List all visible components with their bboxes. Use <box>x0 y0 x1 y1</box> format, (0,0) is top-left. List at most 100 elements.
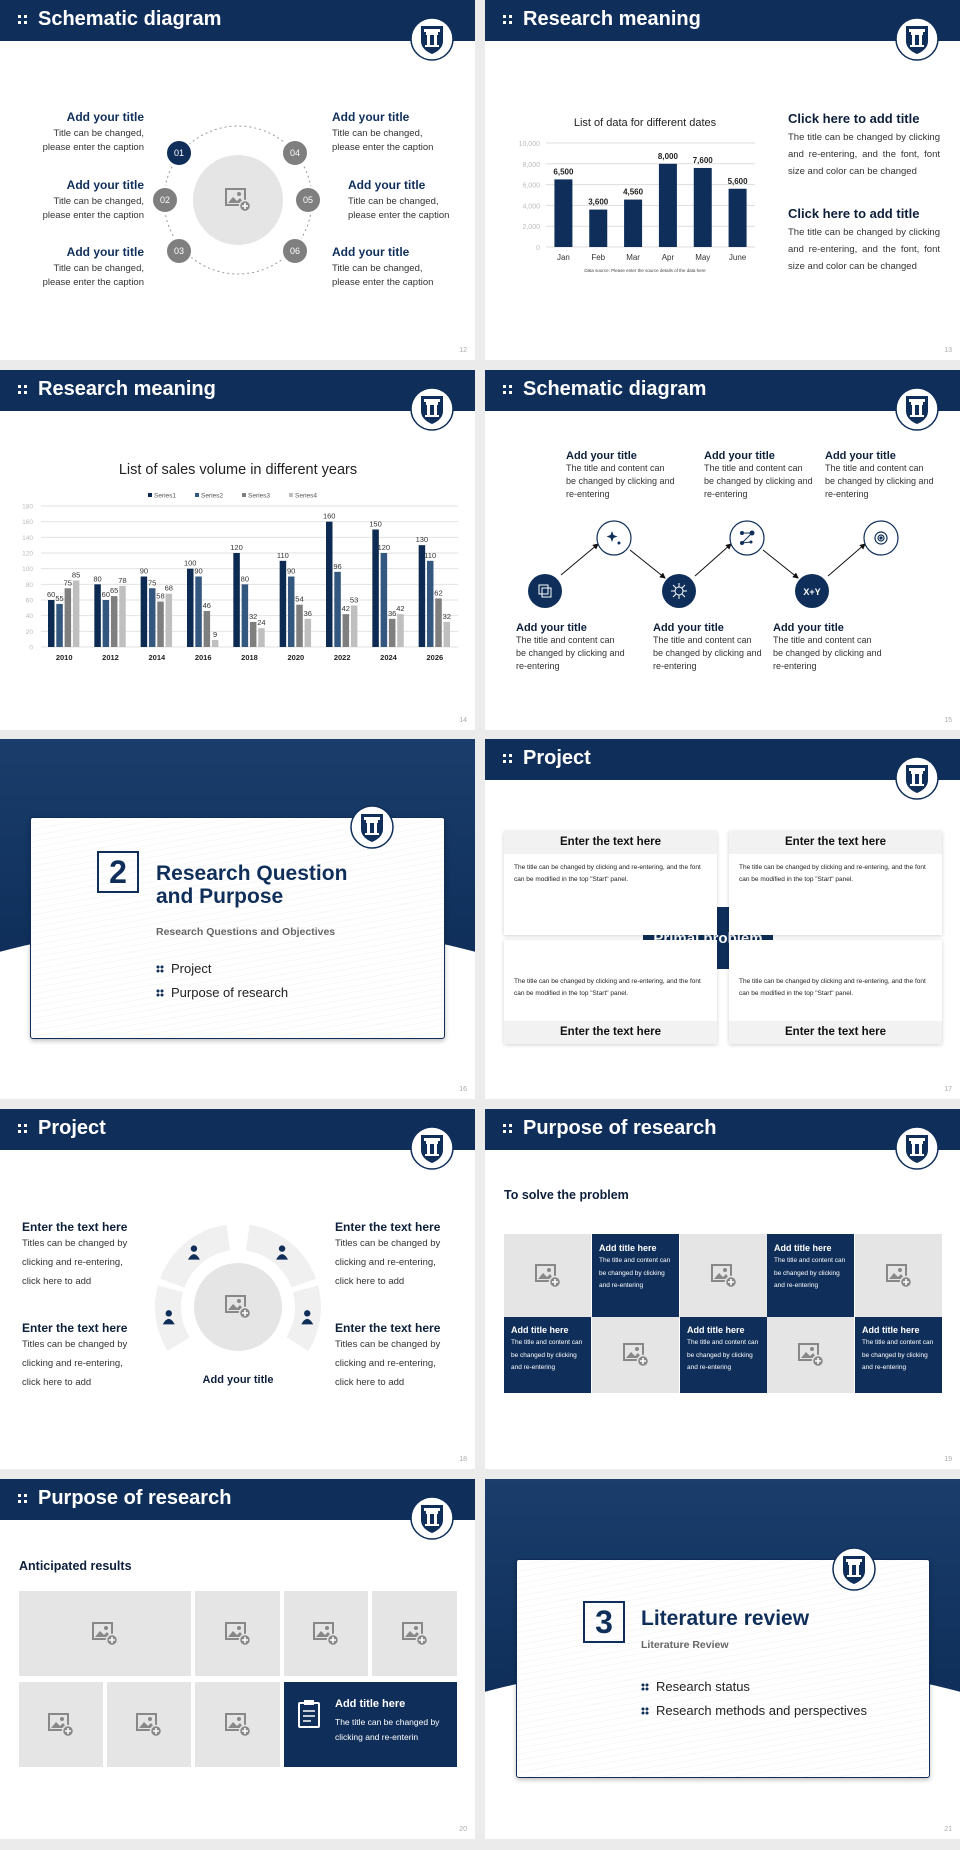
page-number: 16 <box>459 1086 467 1093</box>
text-tile[interactable]: Add title here The title and content can … <box>680 1317 767 1393</box>
data-label: 53 <box>350 595 358 604</box>
box-heading[interactable]: Enter the text here <box>504 831 717 854</box>
legend-label: Series3 <box>248 493 270 500</box>
text-tile[interactable]: Add title here The title and content can … <box>592 1234 679 1317</box>
bullet-item[interactable]: Research status <box>641 1675 867 1699</box>
image-placeholder[interactable] <box>767 1317 854 1393</box>
university-logo <box>350 805 394 849</box>
text-box[interactable]: Enter the text here The title can be chan… <box>729 831 942 935</box>
university-logo <box>832 1547 876 1591</box>
x-tick-label: 2018 <box>241 653 258 662</box>
slide-15[interactable]: Schematic diagram X+Y Add your title The … <box>485 370 960 730</box>
step-text: Add your title The title and content can … <box>825 450 935 501</box>
step-node-6[interactable]: 06 <box>281 237 309 265</box>
result-tile[interactable]: Add title here The title can be changed … <box>284 1682 457 1767</box>
image-placeholder-icon[interactable] <box>222 1293 254 1321</box>
step-title: Add your title <box>516 622 587 634</box>
slide-13[interactable]: Research meaning List of data for differ… <box>485 0 960 360</box>
step-node-2[interactable]: 02 <box>151 186 179 214</box>
section-title-line: and Purpose <box>156 885 284 908</box>
item-title: Add your title <box>66 245 144 259</box>
item-caption: Title can be changed, please enter the c… <box>42 196 144 221</box>
legend-swatch <box>289 493 293 497</box>
image-placeholder[interactable] <box>19 1682 103 1767</box>
block-title[interactable]: Click here to add title <box>788 206 920 221</box>
step-node-1[interactable]: 01 <box>165 139 193 167</box>
bar-Series4-2024 <box>397 614 404 647</box>
block-title[interactable]: Click here to add title <box>788 111 920 126</box>
arrow <box>694 543 732 577</box>
section-bullets: Research status Research methods and per… <box>641 1675 867 1723</box>
dots-icon <box>18 1124 28 1134</box>
image-placeholder[interactable] <box>195 1591 280 1676</box>
section-subtitle: Anticipated results <box>19 1559 132 1573</box>
slide-header: Schematic diagram <box>0 0 475 41</box>
image-placeholder[interactable] <box>680 1234 767 1317</box>
slide-20[interactable]: Purpose of research Anticipated results … <box>0 1479 475 1839</box>
text-tile[interactable]: Add title here The title and content can … <box>767 1234 854 1317</box>
x-tick-label: 2020 <box>287 653 304 662</box>
box-text: The title can be changed by clicking and… <box>739 978 926 997</box>
data-label: 5,600 <box>728 177 749 186</box>
tile-text: The title and content can be changed by … <box>599 1257 671 1289</box>
tile-text: The title and content can be changed by … <box>511 1339 583 1371</box>
image-placeholder[interactable] <box>592 1317 679 1393</box>
slide-18[interactable]: Project Add your title Enter the text he… <box>0 1109 475 1469</box>
dots-bullet-icon <box>641 1707 649 1715</box>
slide-title: Project <box>523 747 591 769</box>
data-source-note: Data source: Please enter the source det… <box>584 268 706 273</box>
image-placeholder[interactable] <box>504 1234 591 1317</box>
bullet-item[interactable]: Research methods and perspectives <box>641 1699 867 1723</box>
slide-title: Schematic diagram <box>523 378 707 400</box>
slide-16[interactable]: 2 Research Question and Purpose Research … <box>0 739 475 1099</box>
bar-Series3-2026 <box>435 598 442 647</box>
chart-title: List of data for different dates <box>574 117 717 129</box>
text-block: Click here to add title The title can be … <box>788 111 940 180</box>
slide-12[interactable]: Schematic diagram Add your title Title ca… <box>0 0 475 360</box>
image-placeholder[interactable] <box>19 1591 191 1676</box>
box-heading[interactable]: Enter the text here <box>729 1021 942 1044</box>
bullet-item[interactable]: Project <box>156 957 288 981</box>
bar-Series1-2012 <box>94 584 101 647</box>
data-label: 78 <box>118 576 126 585</box>
bar-Series4-2010 <box>72 580 80 647</box>
bar-Series4-2018 <box>258 628 265 647</box>
box-heading[interactable]: Enter the text here <box>729 831 942 854</box>
tile-title: Add title here <box>511 1325 569 1335</box>
text-tile[interactable]: Add title here The title and content can … <box>855 1317 942 1393</box>
bar-Series4-2014 <box>165 593 173 647</box>
slide-19[interactable]: Purpose of research To solve the problem… <box>485 1109 960 1469</box>
text-tile[interactable]: Add title here The title and content can … <box>504 1317 591 1393</box>
slide-title: Purpose of research <box>523 1117 717 1139</box>
bullet-item[interactable]: Purpose of research <box>156 981 288 1005</box>
data-label: 9 <box>213 630 217 639</box>
slide-21[interactable]: 3 Literature review Literature Review Re… <box>485 1479 960 1839</box>
image-placeholder[interactable] <box>195 1682 280 1767</box>
text-box[interactable]: Enter the text here The title can be chan… <box>504 940 717 1044</box>
bar-Series1-2014 <box>140 576 148 647</box>
text-box[interactable]: Enter the text here The title can be chan… <box>504 831 717 935</box>
image-placeholder[interactable] <box>284 1591 368 1676</box>
data-label: 55 <box>55 594 63 603</box>
image-placeholder[interactable] <box>372 1591 457 1676</box>
bar-Series3-2022 <box>342 614 350 647</box>
data-label: 90 <box>140 567 148 576</box>
data-label: 110 <box>277 551 289 560</box>
y-tick-label: 100 <box>22 566 33 573</box>
bar-Apr <box>658 163 677 247</box>
step-node-4[interactable]: 04 <box>281 139 309 167</box>
image-placeholder-icon[interactable] <box>222 186 254 214</box>
slide-17[interactable]: Project Primal problem 17 Enter the text… <box>485 739 960 1099</box>
step-node-3[interactable]: 03 <box>165 237 193 265</box>
image-placeholder[interactable] <box>855 1234 942 1317</box>
item-caption: Title can be changed, please enter the c… <box>332 128 434 153</box>
box-heading[interactable]: Enter the text here <box>504 1021 717 1044</box>
arrow <box>827 543 866 577</box>
image-placeholder[interactable] <box>107 1682 191 1767</box>
step-node-5[interactable]: 05 <box>294 186 322 214</box>
slide-14[interactable]: Research meaning List of sales volume in… <box>0 370 475 730</box>
text-box[interactable]: Enter the text here The title can be chan… <box>729 940 942 1044</box>
step-text: Add your title The title and content can … <box>566 450 676 501</box>
data-label: 120 <box>230 543 243 552</box>
right-item: Add your title Title can be changed, plea… <box>332 110 472 155</box>
